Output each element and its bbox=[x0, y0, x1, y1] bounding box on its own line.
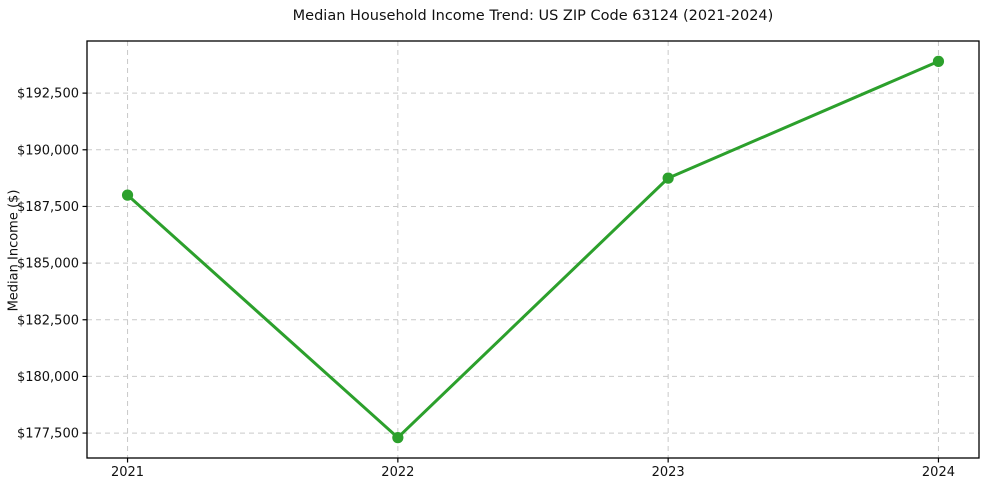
data-point-2023 bbox=[662, 172, 674, 184]
x-tick-label: 2023 bbox=[652, 465, 685, 480]
y-tick-label: $180,000 bbox=[17, 370, 79, 385]
y-tick-label: $182,500 bbox=[17, 313, 79, 328]
data-point-2021 bbox=[121, 189, 134, 201]
x-tick-label: 2024 bbox=[922, 465, 955, 480]
y-tick-label: $177,500 bbox=[17, 427, 79, 442]
y-tick-label: $192,500 bbox=[17, 87, 79, 102]
plot-border bbox=[86, 40, 980, 459]
y-tick-label: $187,500 bbox=[17, 200, 79, 215]
data-point-2024 bbox=[932, 55, 945, 67]
x-tick-label: 2022 bbox=[381, 465, 414, 480]
trend-line bbox=[126, 59, 940, 440]
y-tick-label: $190,000 bbox=[17, 143, 79, 158]
y-tick-label: $185,000 bbox=[17, 257, 79, 272]
y-axis-label: Median Income ($) bbox=[6, 189, 22, 312]
data-point-2022 bbox=[392, 432, 404, 444]
x-tick-label: 2021 bbox=[111, 465, 144, 480]
chart-title: Median Household Income Trend: US ZIP Co… bbox=[292, 8, 774, 24]
